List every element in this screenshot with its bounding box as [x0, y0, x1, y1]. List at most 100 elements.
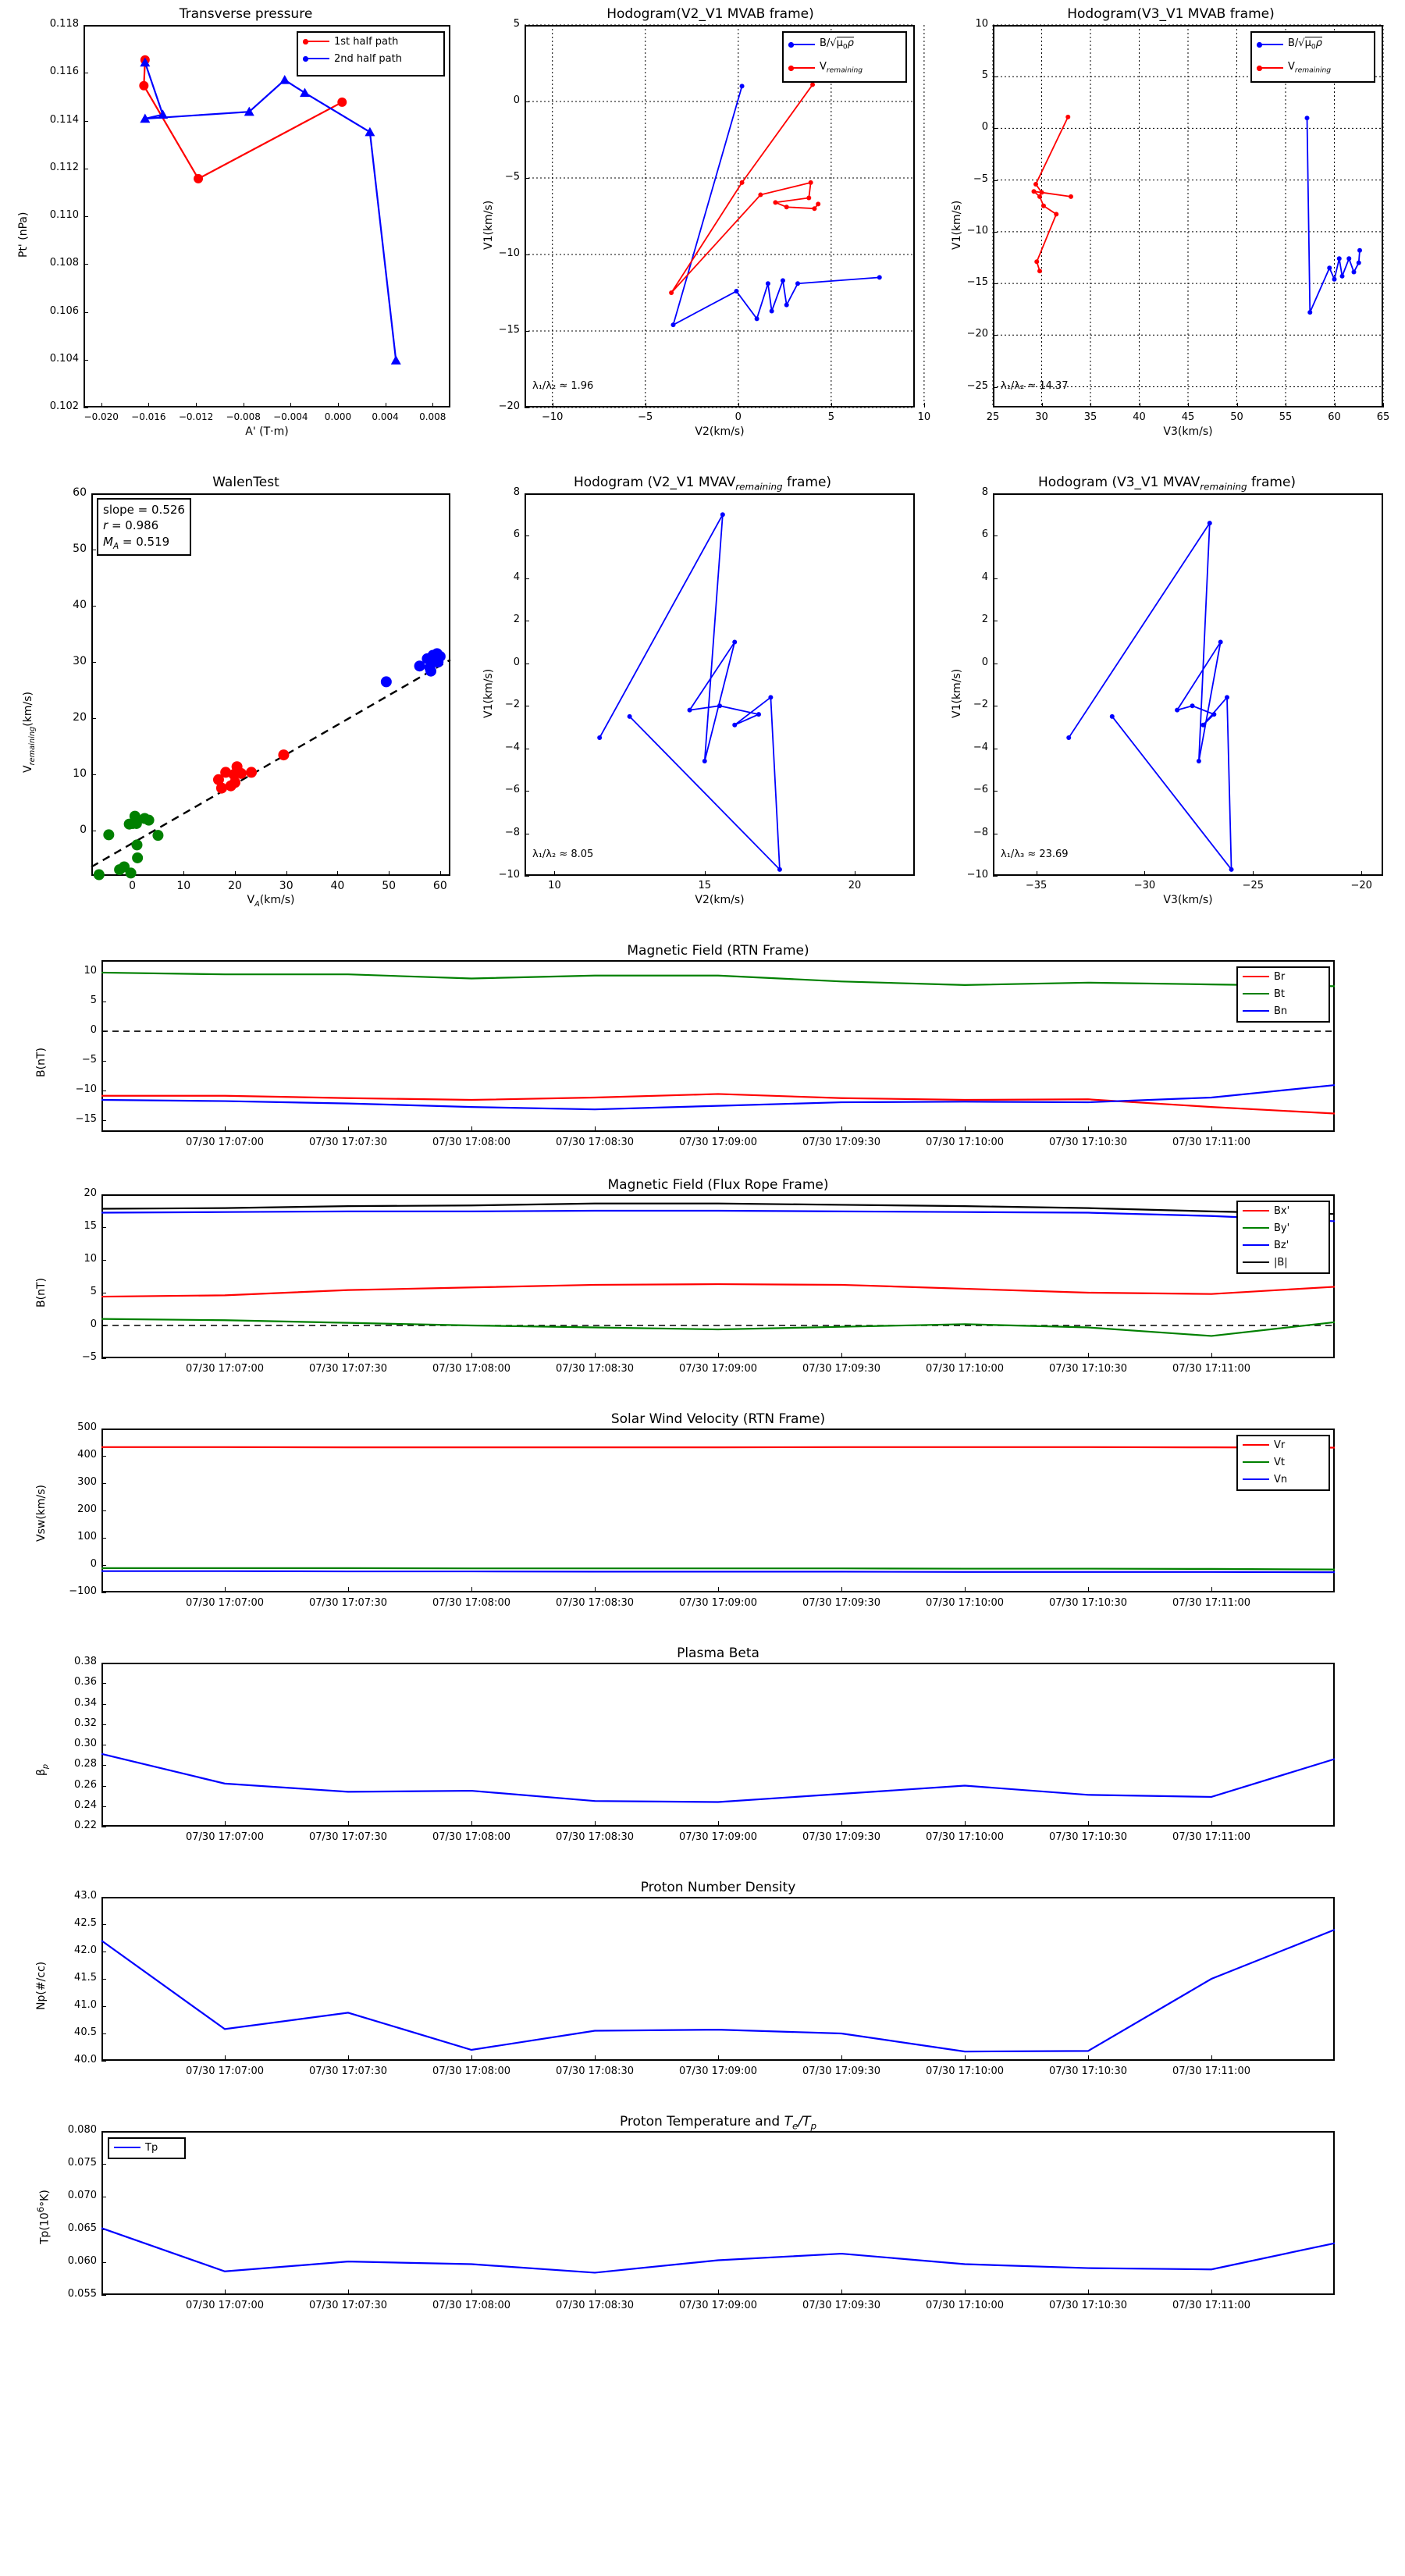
y-tick-label: 0	[90, 1318, 97, 1330]
time-tick-mark	[965, 1587, 966, 1592]
y-tick-mark	[101, 1456, 106, 1457]
y-tick-mark	[84, 264, 88, 265]
plot-curves	[1066, 520, 1234, 872]
legend-marker-circle-red	[303, 38, 329, 44]
time-tick-mark	[841, 1353, 842, 1358]
time-tick-label: 07/30 17:07:30	[309, 1137, 387, 1148]
y-tick-mark	[91, 662, 96, 664]
x-tick-mark	[337, 871, 339, 876]
time-tick-mark	[718, 2055, 719, 2061]
time-tick-mark	[1088, 1353, 1089, 1358]
panel-proton-density: Proton Number Density Np(#/cc) 40.0 40.5 41.…	[0, 1880, 1405, 2115]
y-tick-label: −5	[504, 171, 520, 183]
y-tick-mark	[101, 1260, 106, 1261]
time-tick-mark	[471, 2290, 472, 2295]
y-tick-label: 43.0	[74, 1890, 97, 1902]
time-tick-mark	[718, 1821, 719, 1827]
panel-title: WalenTest	[212, 475, 279, 490]
panel-title: Hodogram (V3_V1 MVAVremaining frame)	[1037, 475, 1297, 493]
time-tick-mark	[1088, 2290, 1089, 2295]
time-tick-mark	[595, 1353, 596, 1358]
legend-line-vt	[1243, 1461, 1269, 1463]
legend-item: Vremaining	[784, 56, 905, 80]
time-tick-mark	[965, 2290, 966, 2295]
panel-proton-temperature: Proton Temperature and Te/Tp Tp(106°K) 0.0…	[0, 2114, 1405, 2350]
time-tick-mark	[718, 1587, 719, 1592]
time-tick-mark	[471, 2055, 472, 2061]
y-tick-label: 8	[513, 486, 520, 498]
time-tick-label: 07/30 17:08:00	[432, 1363, 510, 1375]
y-tick-mark	[101, 1358, 106, 1359]
x-tick-mark	[286, 871, 287, 876]
y-tick-mark	[525, 25, 529, 26]
y-tick-label: 0	[513, 94, 520, 106]
time-tick-mark	[471, 1587, 472, 1592]
y-tick-label: −10	[966, 224, 988, 237]
y-tick-mark	[993, 231, 998, 233]
y-tick-label: −10	[966, 869, 988, 881]
legend-label: 2nd half path	[334, 52, 402, 65]
y-tick-mark	[91, 774, 96, 776]
legend-item: Vremaining	[1252, 56, 1374, 80]
legend-item: 2nd half path	[298, 50, 443, 67]
x-tick-label: 30	[1035, 411, 1048, 423]
x-tick-label: −0.020	[84, 411, 119, 422]
y-tick-label: 100	[77, 1531, 97, 1542]
panel-title: Proton Temperature and Te/Tp	[619, 2114, 817, 2132]
legend-marker-red	[1257, 65, 1283, 71]
panel-title: Hodogram(V3_V1 MVAB frame)	[1067, 6, 1275, 22]
y-tick-mark	[525, 535, 529, 537]
y-tick-label: 0.26	[74, 1778, 97, 1791]
y-tick-mark	[993, 493, 998, 494]
y-tick-label: −20	[498, 400, 520, 412]
y-tick-label: −5	[81, 1053, 97, 1066]
y-tick-label: 0.30	[74, 1738, 97, 1749]
time-tick-mark	[965, 2055, 966, 2061]
y-tick-mark	[101, 1724, 106, 1725]
time-tick-label: 07/30 17:09:00	[679, 1363, 757, 1375]
y-tick-label: −10	[498, 869, 520, 881]
time-tick-mark	[1088, 1821, 1089, 1827]
y-tick-label: 15	[84, 1220, 97, 1232]
legend-label: Bz'	[1274, 1239, 1289, 1251]
y-tick-mark	[525, 407, 529, 408]
time-tick-mark	[1211, 1353, 1212, 1358]
legend: Vr Vt Vn	[1236, 1435, 1330, 1491]
walen-ma: MA = 0.519	[103, 534, 170, 551]
plot-curves	[101, 1202, 1336, 1337]
x-tick-mark	[290, 403, 292, 407]
legend: Br Bt Bn	[1236, 966, 1330, 1023]
time-tick-label: 07/30 17:07:00	[186, 1363, 264, 1375]
time-tick-label: 07/30 17:11:00	[1172, 1363, 1250, 1375]
time-tick-label: 07/30 17:07:00	[186, 2300, 264, 2311]
time-tick-mark	[1211, 1821, 1212, 1827]
time-tick-mark	[718, 1353, 719, 1358]
y-tick-label: 41.0	[74, 1999, 97, 2011]
x-tick-label: −0.004	[273, 411, 308, 422]
y-tick-label: 41.5	[74, 1972, 97, 1984]
legend-label: Bx'	[1274, 1204, 1290, 1217]
time-tick-label: 07/30 17:10:30	[1049, 1137, 1127, 1148]
panel-title: Solar Wind Velocity (RTN Frame)	[610, 1411, 826, 1427]
time-tick-label: 07/30 17:09:30	[802, 1363, 880, 1375]
x-axis-label: A' (T·m)	[245, 425, 289, 438]
y-tick-label: −6	[973, 784, 988, 796]
time-tick-mark	[348, 2055, 349, 2061]
y-tick-label: −2	[973, 699, 988, 711]
time-tick-label: 07/30 17:08:30	[556, 1597, 634, 1609]
time-tick-mark	[348, 1126, 349, 1132]
y-tick-mark	[993, 578, 998, 579]
x-tick-label: 55	[1279, 411, 1293, 423]
panel-magnetic-rtn: Magnetic Field (RTN Frame) B(nT) −15 −10 −5 0…	[0, 943, 1405, 1187]
legend-item: Bz'	[1238, 1236, 1329, 1254]
plot-curves	[992, 24, 1384, 407]
y-tick-label: −6	[504, 784, 520, 796]
legend-line-b	[1243, 1261, 1269, 1263]
time-tick-mark	[1211, 1126, 1212, 1132]
y-tick-mark	[525, 178, 529, 179]
y-tick-mark	[101, 2295, 106, 2296]
time-tick-label: 07/30 17:11:00	[1172, 1137, 1250, 1148]
legend-line-by	[1243, 1227, 1269, 1229]
x-tick-label: 0.004	[372, 411, 399, 422]
time-tick-mark	[1211, 1587, 1212, 1592]
